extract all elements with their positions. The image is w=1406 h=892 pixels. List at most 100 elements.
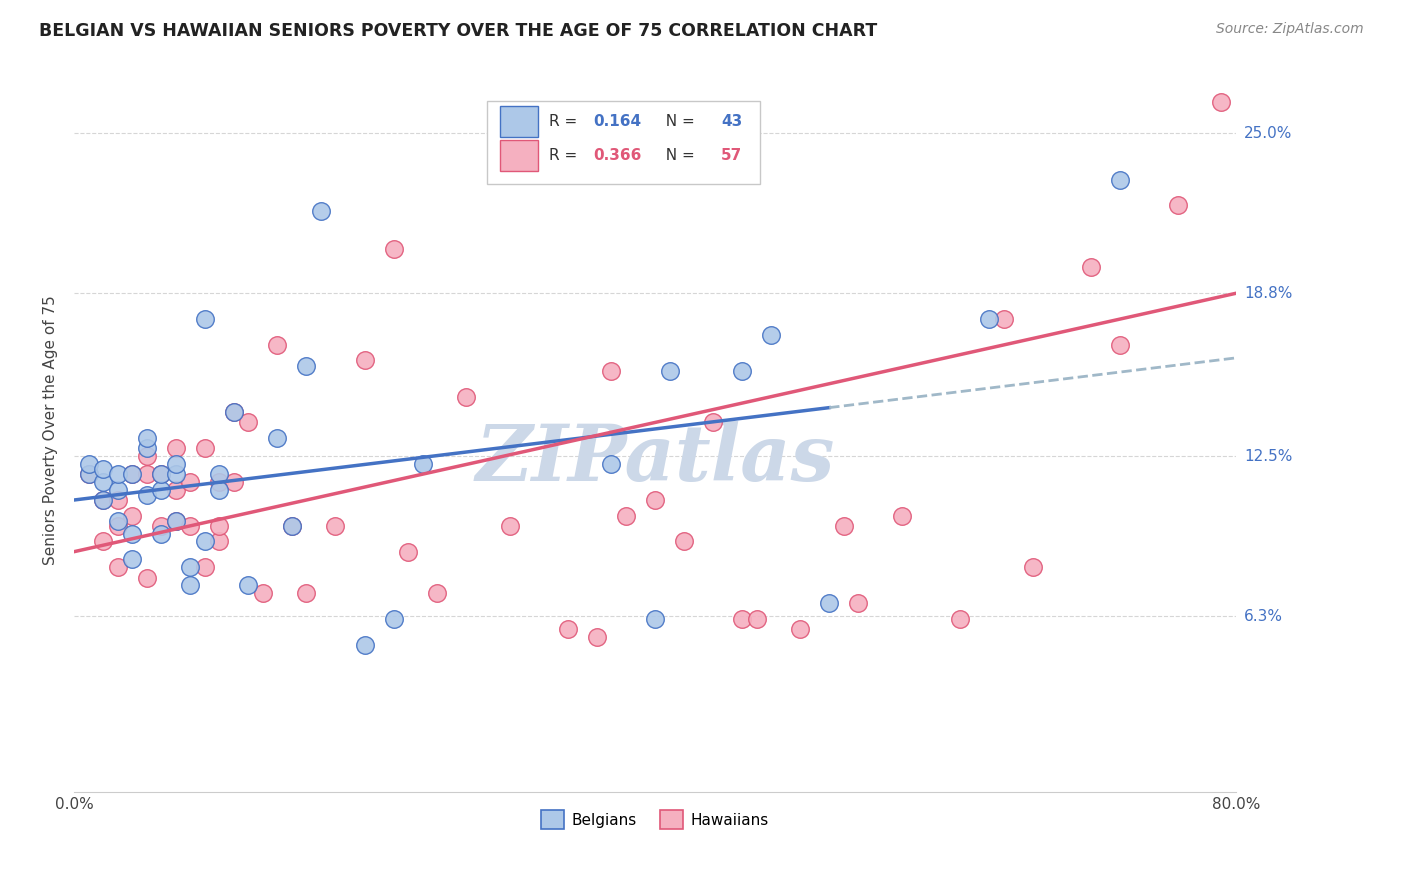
Point (949, 612, 972, 626)
Point (91, 534, 114, 549)
Point (121, 552, 143, 566)
Text: ZIPatlas: ZIPatlas (475, 421, 835, 498)
Point (396, 544, 419, 558)
Point (382, 243, 405, 257)
Point (121, 467, 143, 482)
Point (600, 457, 623, 471)
Point (135, 570, 157, 584)
Point (658, 364, 681, 378)
Point (179, 475, 201, 489)
Point (179, 560, 201, 574)
Point (745, 612, 768, 626)
Text: R =: R = (550, 114, 582, 128)
Point (121, 467, 143, 482)
Point (208, 534, 231, 549)
Text: 25.0%: 25.0% (1244, 126, 1292, 141)
Point (222, 405, 245, 419)
Point (1021, 560, 1043, 574)
Point (194, 312, 217, 326)
Point (77, 467, 100, 482)
Point (194, 534, 217, 549)
Text: 0.366: 0.366 (593, 148, 641, 163)
Point (107, 560, 129, 574)
Point (281, 519, 304, 533)
Point (759, 327, 782, 342)
Point (91, 493, 114, 508)
Point (165, 483, 187, 497)
Point (135, 467, 157, 482)
Y-axis label: Seniors Poverty Over the Age of 75: Seniors Poverty Over the Age of 75 (44, 295, 58, 566)
Point (557, 622, 579, 636)
Point (150, 526, 173, 541)
Point (325, 519, 347, 533)
Point (281, 519, 304, 533)
Point (238, 578, 260, 592)
Point (165, 442, 187, 456)
Point (165, 457, 187, 471)
Text: N =: N = (657, 114, 700, 128)
Point (238, 416, 260, 430)
Text: 18.8%: 18.8% (1244, 285, 1292, 301)
Point (890, 508, 912, 523)
Point (600, 364, 623, 378)
Point (789, 622, 811, 636)
Text: Source: ZipAtlas.com: Source: ZipAtlas.com (1216, 22, 1364, 37)
Point (179, 519, 201, 533)
FancyBboxPatch shape (501, 140, 537, 170)
Text: 43: 43 (721, 114, 742, 128)
Point (295, 359, 318, 373)
Point (107, 467, 129, 482)
Point (91, 462, 114, 476)
Point (614, 508, 637, 523)
Point (91, 493, 114, 508)
Point (135, 488, 157, 502)
Point (194, 560, 217, 574)
Text: 12.5%: 12.5% (1244, 449, 1292, 464)
Text: R =: R = (550, 148, 582, 163)
Text: BELGIAN VS HAWAIIAN SENIORS POVERTY OVER THE AGE OF 75 CORRELATION CHART: BELGIAN VS HAWAIIAN SENIORS POVERTY OVER… (39, 22, 877, 40)
Point (832, 519, 855, 533)
Point (208, 519, 231, 533)
Point (353, 353, 375, 368)
Point (818, 596, 841, 610)
Text: N =: N = (657, 148, 700, 163)
Point (586, 630, 609, 644)
Point (731, 612, 754, 626)
Point (91, 475, 114, 489)
Point (135, 431, 157, 445)
Point (150, 483, 173, 497)
Point (644, 493, 666, 508)
Point (107, 519, 129, 533)
Point (382, 612, 405, 626)
Text: 57: 57 (721, 148, 742, 163)
Point (222, 405, 245, 419)
Text: 6.3%: 6.3% (1244, 608, 1284, 624)
Point (150, 519, 173, 533)
Point (702, 416, 724, 430)
Point (107, 483, 129, 497)
Point (77, 457, 100, 471)
Text: 0.164: 0.164 (593, 114, 641, 128)
Point (179, 578, 201, 592)
FancyBboxPatch shape (501, 106, 537, 136)
Point (1108, 338, 1130, 352)
Point (266, 431, 288, 445)
Point (165, 467, 187, 482)
Point (135, 449, 157, 463)
Legend: Belgians, Hawaiians: Belgians, Hawaiians (536, 804, 775, 835)
Point (208, 467, 231, 482)
Point (353, 638, 375, 652)
Point (165, 514, 187, 528)
Point (993, 312, 1015, 326)
Point (977, 312, 1000, 326)
Point (222, 475, 245, 489)
Point (252, 586, 274, 600)
Point (1167, 198, 1189, 212)
Point (673, 534, 696, 549)
Point (456, 390, 478, 404)
Point (309, 203, 332, 218)
Point (150, 467, 173, 482)
Point (107, 493, 129, 508)
Point (121, 508, 143, 523)
Point (1211, 95, 1233, 109)
